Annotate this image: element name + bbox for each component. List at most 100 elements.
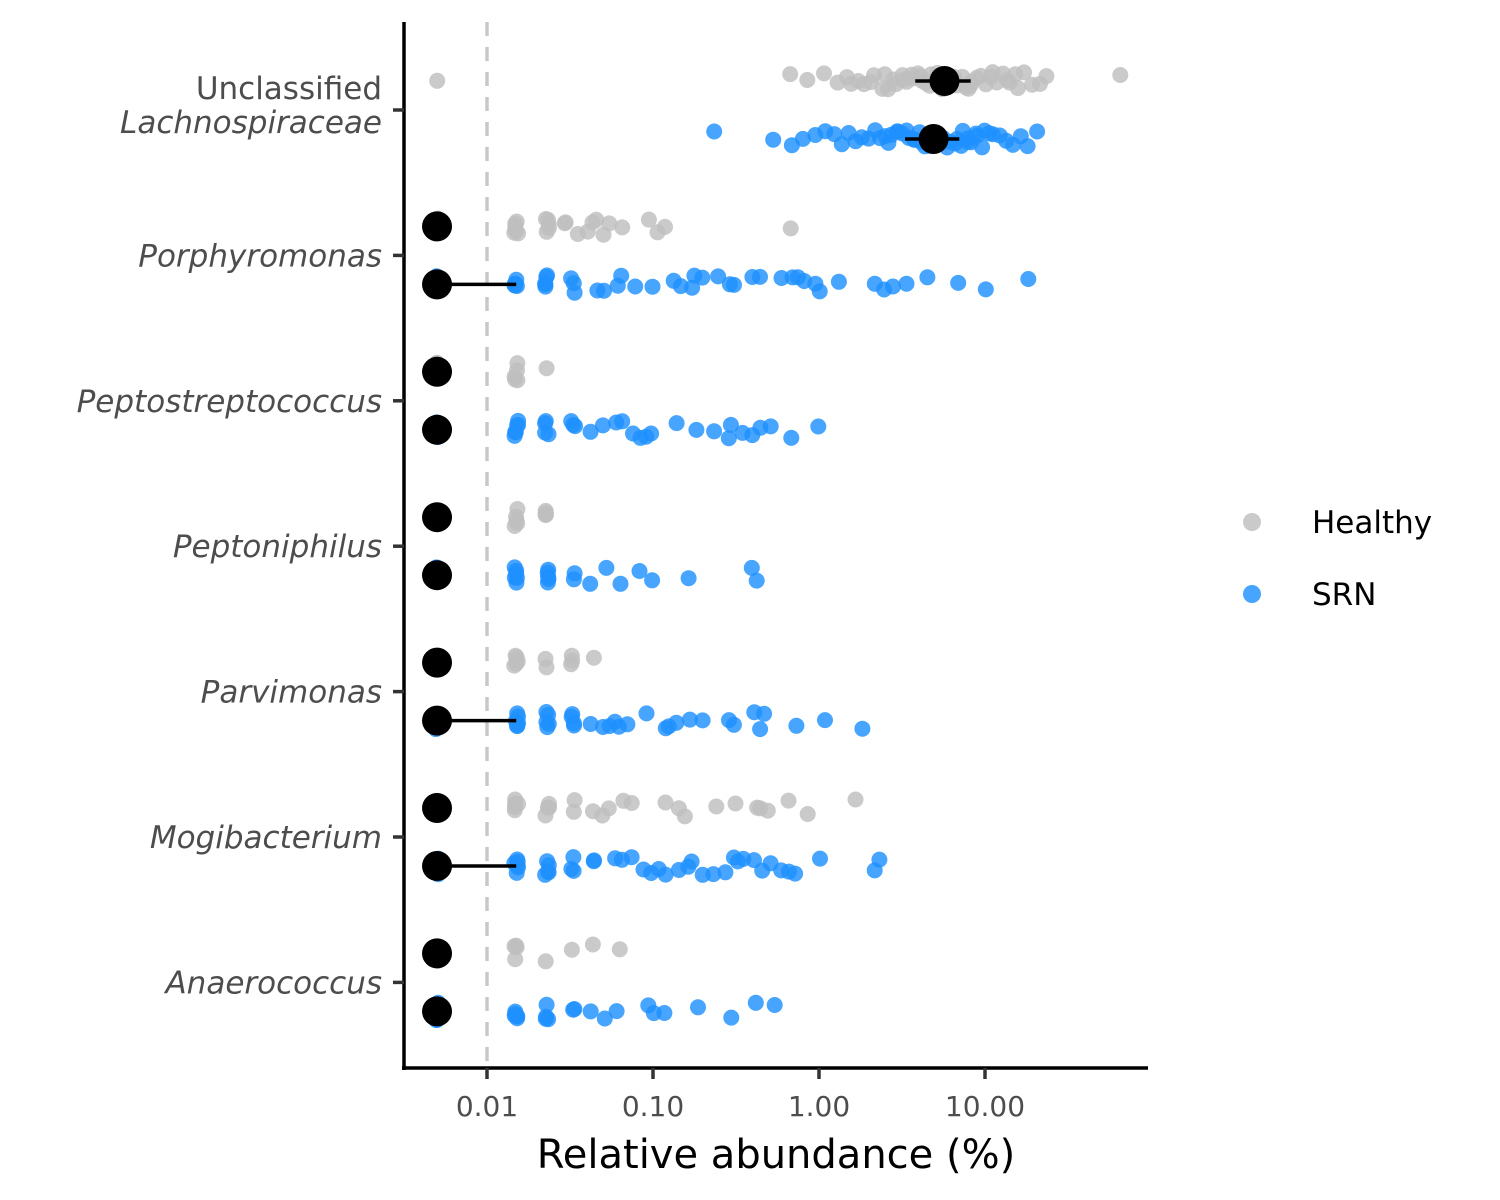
- point-mogibacterium-healthy-12: [506, 799, 523, 815]
- point-anaerococcus-healthy-13: [611, 941, 628, 958]
- point-porphyromonas-srn-15: [508, 278, 525, 294]
- point-peptostreptococcus-srn-33: [720, 430, 737, 447]
- point-peptoniphilus-healthy-10: [508, 508, 524, 525]
- point-parvimonas-srn-41: [788, 717, 805, 734]
- point-peptostreptococcus-srn-32: [706, 423, 723, 440]
- point-peptostreptococcus-srn-38: [762, 418, 779, 435]
- category-label-peptostreptococcus: Peptostreptococcus: [77, 384, 382, 420]
- point-parvimonas-srn-40: [756, 705, 773, 722]
- point-parvimonas-healthy-10: [508, 655, 525, 672]
- point-porphyromonas-srn-54: [1020, 271, 1037, 287]
- point-peptostreptococcus-healthy-12: [538, 360, 555, 377]
- point-lachno-srn-54: [1029, 123, 1046, 140]
- point-peptostreptococcus-srn-40: [810, 418, 827, 435]
- point-porphyromonas-healthy-28: [614, 219, 631, 236]
- point-parvimonas-srn-24: [582, 716, 599, 732]
- legend-key-healthy: [1243, 513, 1261, 531]
- point-parvimonas-srn-30: [638, 705, 655, 722]
- point-porphyromonas-healthy-29: [640, 211, 657, 228]
- point-mogibacterium-healthy-27: [708, 798, 725, 815]
- point-porphyromonas-srn-22: [566, 284, 583, 301]
- point-mogibacterium-srn-35: [683, 853, 700, 870]
- point-lachno-srn-3: [794, 130, 811, 147]
- point-peptoniphilus-srn-22: [598, 559, 615, 576]
- category-label-anaerococcus: Anaerococcus: [163, 965, 382, 1001]
- legend-label-healthy: Healthy: [1312, 505, 1432, 541]
- median-peptoniphilus-healthy: [422, 502, 453, 533]
- point-lachno-healthy-51: [1009, 80, 1026, 97]
- point-parvimonas-srn-43: [854, 720, 871, 737]
- x-tick-label-0: 0.01: [456, 1090, 518, 1123]
- point-peptostreptococcus-srn-31: [688, 421, 705, 438]
- point-porphyromonas-srn-20: [538, 269, 555, 285]
- category-label-mogibacterium: Mogibacterium: [150, 820, 382, 856]
- point-peptostreptococcus-srn-18: [537, 413, 554, 430]
- point-anaerococcus-srn-19: [582, 1003, 599, 1020]
- x-axis-title: Relative abundance (%): [537, 1132, 1015, 1178]
- point-peptoniphilus-srn-18: [539, 574, 556, 591]
- point-porphyromonas-srn-28: [627, 278, 644, 295]
- point-parvimonas-srn-23: [566, 717, 582, 734]
- point-mogibacterium-srn-38: [717, 864, 734, 881]
- point-mogibacterium-healthy-16: [537, 807, 554, 824]
- point-porphyromonas-srn-29: [644, 278, 661, 295]
- point-peptostreptococcus-srn-14: [506, 427, 523, 444]
- point-porphyromonas-srn-50: [898, 275, 915, 292]
- median-anaerococcus-healthy: [422, 938, 453, 969]
- point-porphyromonas-healthy-27: [601, 215, 618, 232]
- point-peptoniphilus-srn-28: [748, 572, 765, 589]
- point-mogibacterium-healthy-32: [780, 792, 797, 809]
- point-mogibacterium-srn-50: [871, 851, 888, 868]
- point-parvimonas-srn-29: [619, 716, 636, 733]
- point-lachno-healthy-1: [782, 66, 799, 83]
- point-parvimonas-srn-42: [817, 712, 833, 729]
- point-porphyromonas-srn-23: [563, 270, 580, 287]
- point-lachno-healthy-2: [799, 72, 816, 88]
- point-porphyromonas-srn-27: [613, 267, 630, 284]
- point-mogibacterium-healthy-23: [623, 795, 640, 811]
- point-porphyromonas-healthy-13: [508, 213, 525, 230]
- point-lachno-healthy-3: [816, 65, 832, 82]
- x-tick-label-3: 10.00: [945, 1090, 1025, 1123]
- point-anaerococcus-srn-20: [596, 1010, 613, 1027]
- point-mogibacterium-healthy-31: [759, 802, 776, 819]
- legend-key-srn: [1243, 585, 1261, 603]
- point-porphyromonas-healthy-19: [540, 220, 557, 236]
- category-label-lachno-line1: Unclassified: [196, 71, 382, 107]
- point-anaerococcus-healthy-12: [584, 936, 601, 953]
- median-parvimonas-srn: [422, 705, 453, 736]
- point-peptostreptococcus-srn-25: [614, 413, 631, 430]
- category-label-lachno-line2: Lachnospiraceae: [120, 105, 382, 141]
- point-peptoniphilus-srn-21: [582, 575, 599, 592]
- median-mogibacterium-healthy: [422, 793, 453, 823]
- point-mogibacterium-srn-25: [585, 853, 602, 870]
- point-mogibacterium-healthy-26: [676, 808, 693, 825]
- point-porphyromonas-srn-25: [596, 282, 612, 299]
- x-tick-label-2: 1.00: [788, 1090, 850, 1123]
- point-lachno-healthy-56: [1112, 67, 1129, 83]
- point-parvimonas-srn-37: [725, 716, 742, 733]
- point-anaerococcus-srn-16: [540, 1011, 557, 1028]
- point-anaerococcus-srn-27: [747, 994, 764, 1011]
- point-porphyromonas-srn-46: [830, 273, 847, 290]
- point-anaerococcus-srn-21: [608, 1003, 625, 1020]
- point-porphyromonas-srn-39: [752, 268, 768, 285]
- point-mogibacterium-srn-15: [510, 859, 526, 876]
- point-anaerococcus-srn-24: [656, 1005, 673, 1021]
- point-mogibacterium-srn-22: [565, 849, 582, 866]
- point-mogibacterium-healthy-33: [799, 806, 816, 822]
- point-porphyromonas-srn-37: [726, 276, 742, 293]
- median-porphyromonas-healthy: [422, 211, 453, 242]
- point-porphyromonas-srn-51: [919, 269, 936, 286]
- point-peptoniphilus-srn-26: [680, 570, 697, 587]
- point-porphyromonas-srn-34: [694, 269, 711, 286]
- point-peptoniphilus-srn-24: [631, 563, 648, 579]
- point-parvimonas-healthy-16: [585, 649, 602, 666]
- point-parvimonas-srn-33: [668, 714, 685, 731]
- points-layer: [427, 64, 1129, 1029]
- point-mogibacterium-srn-48: [812, 850, 828, 867]
- point-anaerococcus-srn-18: [566, 1001, 583, 1017]
- point-mogibacterium-healthy-17: [565, 803, 582, 820]
- median-peptostreptococcus-healthy: [422, 356, 453, 387]
